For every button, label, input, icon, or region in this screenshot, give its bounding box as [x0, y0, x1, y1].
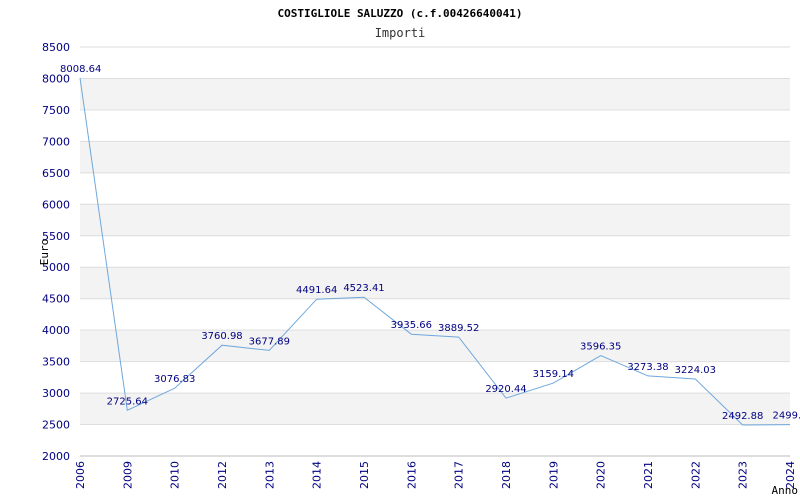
data-label: 2499.4 [773, 411, 800, 422]
data-label: 3596.35 [580, 342, 621, 353]
data-label: 4491.64 [296, 285, 337, 296]
grid-band [80, 204, 790, 236]
x-tick-label: 2017 [453, 461, 466, 489]
data-label: 2920.44 [485, 384, 526, 395]
data-label: 3760.98 [201, 331, 242, 342]
x-tick-label: 2019 [547, 461, 560, 489]
chart-title: COSTIGLIOLE SALUZZO (c.f.00426640041) [277, 7, 522, 20]
y-tick-label: 8000 [42, 72, 70, 85]
chart-subtitle: Importi [375, 26, 426, 40]
data-label: 3159.14 [533, 369, 574, 380]
data-label: 3889.52 [438, 323, 479, 334]
data-label: 3273.38 [627, 362, 668, 373]
series-line [79, 77, 791, 426]
grid-band [80, 330, 790, 362]
y-axis-ticks: 2000 2500 3000 3500 4000 4500 5000 5500 6000 6500… [42, 41, 70, 463]
y-tick-label: 7500 [42, 104, 70, 117]
data-label: 2492.88 [722, 411, 763, 422]
y-tick-label: 6000 [42, 198, 70, 211]
x-tick-label: 2012 [216, 461, 229, 489]
x-tick-label: 2018 [500, 461, 513, 489]
data-label: 3935.66 [391, 320, 432, 331]
data-labels: 8008.64 2725.64 3076.83 3760.98 3677.89 4491.… [60, 64, 800, 422]
x-tick-label: 2006 [74, 461, 87, 489]
y-tick-label: 5500 [42, 230, 70, 243]
y-tick-label: 5000 [42, 261, 70, 274]
x-tick-label: 2013 [263, 461, 276, 489]
y-tick-label: 6500 [42, 167, 70, 180]
grid-band [80, 267, 790, 299]
data-label: 3224.03 [675, 365, 716, 376]
y-tick-label: 2000 [42, 450, 70, 463]
x-axis-label: Anno [772, 484, 799, 497]
x-tick-label: 2009 [121, 461, 134, 489]
y-axis-label: Euro [38, 239, 51, 266]
y-tick-label: 2500 [42, 419, 70, 432]
x-tick-label: 2015 [358, 461, 371, 489]
y-tick-label: 7000 [42, 135, 70, 148]
x-axis-ticks: 2006 2009 2010 2012 2013 2014 2015 2016 2017 2018… [74, 461, 797, 489]
data-label: 3076.83 [154, 374, 195, 385]
data-label: 3677.89 [249, 336, 290, 347]
grid-band [80, 393, 790, 425]
x-tick-label: 2022 [689, 461, 702, 489]
y-tick-label: 4500 [42, 293, 70, 306]
y-tick-label: 3000 [42, 387, 70, 400]
x-tick-label: 2024 [784, 461, 797, 489]
grid-band [80, 78, 790, 110]
grid-bands [80, 78, 790, 425]
data-label: 8008.64 [60, 64, 101, 75]
y-tick-label: 3500 [42, 356, 70, 369]
x-tick-label: 2023 [737, 461, 750, 489]
x-tick-label: 2021 [642, 461, 655, 489]
y-tick-label: 8500 [42, 41, 70, 54]
x-tick-label: 2016 [405, 461, 418, 489]
grid-band [80, 141, 790, 173]
x-tick-label: 2014 [311, 461, 324, 489]
data-label: 4523.41 [343, 283, 384, 294]
x-tick-label: 2020 [595, 461, 608, 489]
y-tick-label: 4000 [42, 324, 70, 337]
data-label: 2725.64 [107, 396, 148, 407]
x-tick-label: 2010 [169, 461, 182, 489]
